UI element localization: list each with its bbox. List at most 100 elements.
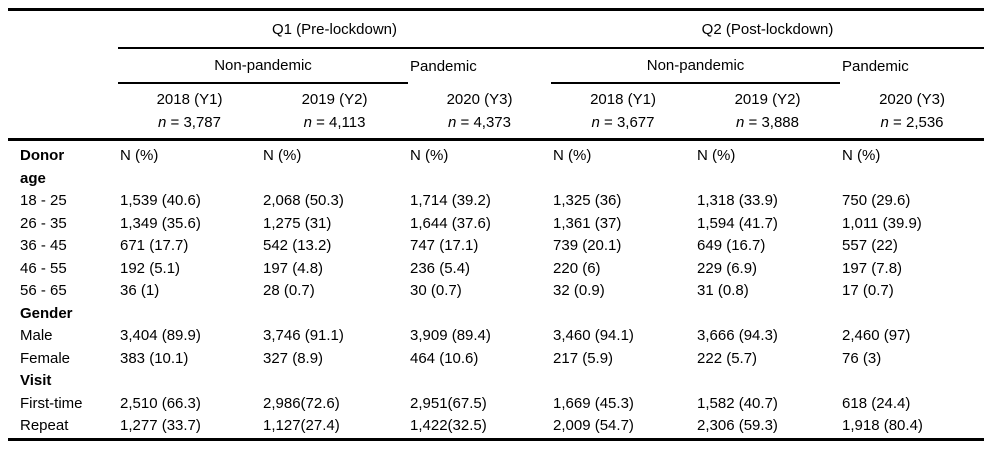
table-row: 36 - 45 671 (17.7) 542 (13.2) 747 (17.1)…	[8, 235, 984, 258]
cell-value	[118, 303, 261, 326]
column-header-y1-q2: 2018 (Y1) n = 3,677	[551, 83, 696, 141]
column-year: 2018 (Y1)	[590, 91, 656, 108]
cell-value: 197 (4.8)	[263, 259, 324, 277]
row-label: Repeat	[20, 417, 69, 434]
column-n: n = 4,373	[448, 113, 511, 131]
cell-value: 750 (29.6)	[842, 192, 911, 209]
column-year: 2019 (Y2)	[734, 91, 801, 108]
cell-value	[840, 370, 984, 393]
cell-value: 1,918 (80.4)	[842, 417, 923, 434]
cell-value: N (%)	[697, 147, 736, 164]
cell-value: 739 (20.1)	[553, 237, 622, 254]
column-year: 2020 (Y3)	[446, 90, 513, 108]
cell-value: 3,460 (94.1)	[553, 327, 634, 344]
row-label: 18 - 25	[20, 192, 67, 209]
column-year: 2018 (Y1)	[156, 91, 223, 108]
cell-value	[408, 370, 551, 393]
row-label: Gender	[20, 304, 73, 322]
row-label: 56 - 65	[20, 282, 67, 299]
cell-value: 1,325 (36)	[553, 192, 622, 209]
column-header-y3-q1: 2020 (Y3) n = 4,373	[408, 83, 552, 141]
subgroup-q1-nonpandemic: Non-pandemic	[118, 48, 408, 84]
row-label: Visit	[20, 372, 52, 389]
cell-value: 649 (16.7)	[697, 237, 766, 254]
column-year: 2020 (Y3)	[879, 90, 945, 108]
cell-value: 2,986(72.6)	[263, 394, 340, 412]
cell-value: 1,714 (39.2)	[410, 192, 491, 209]
table-row: First-time 2,510 (66.3) 2,986(72.6) 2,95…	[8, 393, 984, 416]
cell-value: 1,277 (33.7)	[120, 417, 201, 434]
column-n: n = 2,536	[880, 113, 944, 131]
subgroup-q2-nonpandemic: Non-pandemic	[551, 48, 841, 84]
cell-value: 2,068 (50.3)	[263, 192, 344, 209]
cell-value	[261, 303, 408, 326]
column-header-y1-q1: 2018 (Y1) n = 3,787	[118, 83, 261, 141]
cell-value: 3,746 (91.1)	[263, 327, 344, 344]
cell-value: 2,460 (97)	[842, 327, 911, 344]
cell-value: 2,306 (59.3)	[697, 417, 778, 434]
cell-value	[408, 303, 551, 326]
cell-value: N (%)	[842, 147, 881, 164]
subgroup-header-row: Non-pandemic Pandemic Non-pandemic Pande…	[8, 48, 984, 84]
table-body: Donor age N (%) N (%) N (%) N (%) N (%) …	[8, 140, 984, 440]
cell-value: 197 (7.8)	[842, 259, 903, 277]
cell-value: 747 (17.1)	[410, 237, 479, 254]
table-row: Donor age N (%) N (%) N (%) N (%) N (%) …	[8, 140, 984, 191]
table-row: Female 383 (10.1) 327 (8.9) 464 (10.6) 2…	[8, 348, 984, 371]
cell-value	[261, 370, 408, 393]
table-row: 46 - 55 192 (5.1) 197 (4.8) 236 (5.4) 22…	[8, 258, 984, 281]
cell-value: 1,318 (33.9)	[697, 192, 778, 209]
table-row: 26 - 35 1,349 (35.6) 1,275 (31) 1,644 (3…	[8, 213, 984, 236]
cell-value: 1,275 (31)	[263, 214, 332, 232]
row-label: 26 - 35	[20, 214, 67, 232]
cell-value: 2,009 (54.7)	[553, 417, 634, 434]
cell-value: N (%)	[553, 147, 592, 164]
cell-value: 229 (6.9)	[697, 259, 758, 277]
column-n: n = 3,677	[591, 114, 655, 131]
group-header-row: Q1 (Pre-lockdown) Q2 (Post-lockdown)	[8, 9, 985, 141]
cell-value: 327 (8.9)	[263, 349, 324, 367]
cell-value: 1,594 (41.7)	[697, 214, 778, 232]
year-header-row: 2018 (Y1) n = 3,787 2019 (Y2) n = 4,113 …	[8, 83, 985, 141]
cell-value: 1,539 (40.6)	[120, 192, 201, 209]
cell-value: 1,582 (40.7)	[697, 394, 778, 412]
subgroup-q2-pandemic: Pandemic	[842, 57, 909, 75]
cell-value: 1,361 (37)	[553, 214, 622, 232]
cell-value	[551, 370, 695, 393]
cell-value: 1,011 (39.9)	[842, 214, 922, 232]
cell-value: 222 (5.7)	[697, 349, 758, 367]
cell-value: 1,669 (45.3)	[553, 394, 634, 412]
row-label: Male	[20, 327, 53, 344]
column-n: n = 3,787	[158, 114, 221, 131]
column-n: n = 3,888	[736, 114, 799, 131]
cell-value: 1,644 (37.6)	[410, 214, 491, 232]
cell-value: 192 (5.1)	[120, 259, 181, 277]
cell-value: 236 (5.4)	[410, 259, 471, 277]
cell-value: 542 (13.2)	[263, 237, 332, 254]
cell-value	[695, 303, 840, 326]
cell-value: 76 (3)	[842, 349, 882, 367]
cell-value: 557 (22)	[842, 237, 898, 254]
group-header-q1: Q1 (Pre-lockdown)	[118, 9, 552, 49]
row-label: 46 - 55	[20, 259, 67, 277]
cell-value: 2,951(67.5)	[410, 394, 487, 412]
cell-value: 1,349 (35.6)	[120, 214, 201, 232]
donor-statistics-table: Q1 (Pre-lockdown) Q2 (Post-lockdown) Non…	[8, 8, 985, 441]
group-header-q2: Q2 (Post-lockdown)	[551, 9, 985, 49]
cell-value: 618 (24.4)	[842, 394, 911, 412]
row-label: 36 - 45	[20, 237, 67, 254]
cell-value: 1,127(27.4)	[263, 417, 340, 434]
subgroup-q1-pandemic: Pandemic	[410, 57, 477, 75]
cell-value: 3,909 (89.4)	[410, 327, 491, 344]
cell-value: 36 (1)	[120, 282, 160, 299]
row-label: Donor age	[20, 147, 65, 187]
table-row: Visit	[8, 370, 984, 393]
cell-value	[118, 370, 261, 393]
row-label: First-time	[20, 394, 83, 412]
table-row: Male 3,404 (89.9) 3,746 (91.1) 3,909 (89…	[8, 325, 984, 348]
row-label: Female	[20, 349, 71, 367]
cell-value: 17 (0.7)	[842, 282, 894, 299]
column-header-y3-q2: 2020 (Y3) n = 2,536	[840, 83, 985, 141]
cell-value: 1,422(32.5)	[410, 417, 487, 434]
